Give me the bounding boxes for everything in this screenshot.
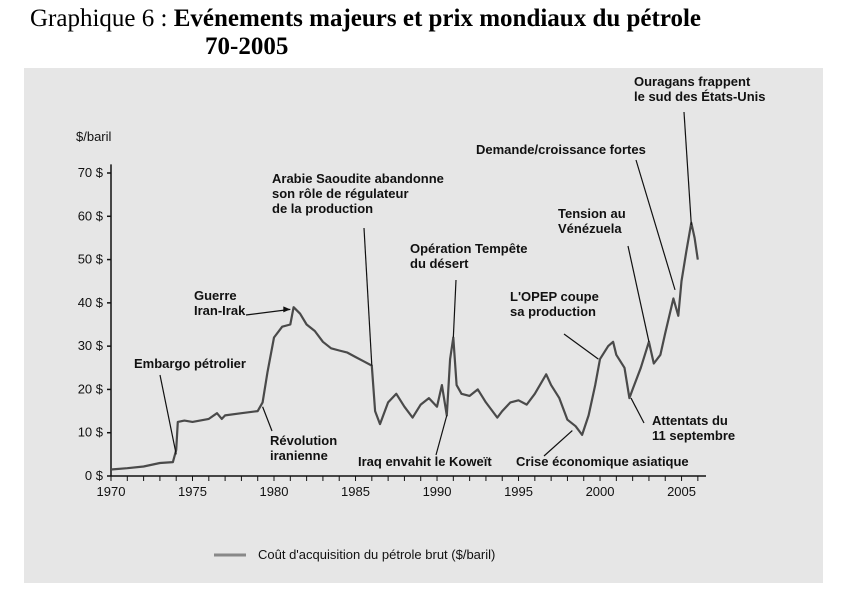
annotation-line: le sud des États-Unis (634, 89, 765, 104)
annotation-label: Crise économique asiatique (516, 454, 689, 469)
annotation-line: Arabie Saoudite abandonne (272, 171, 444, 186)
figure-caption: Graphique 6 : Evénements majeurs et prix… (30, 5, 830, 59)
annotation-label: Iraq envahit le Koweït (358, 454, 492, 469)
annotation-line: Demande/croissance fortes (476, 142, 646, 157)
annotation-line: Opération Tempête (410, 241, 528, 256)
oil-price-chart: $/baril 0 $ 10 $ 20 $ 30 $ 40 $ 50 $ 60 $ 70 $ 19… (76, 74, 765, 562)
x-tick-label: 1990 (423, 484, 452, 499)
annotation-line: Embargo pétrolier (134, 356, 246, 371)
annotation-line: son rôle de régulateur (272, 186, 409, 201)
annotation-arrow (543, 430, 573, 457)
annotation-arrow (452, 279, 457, 338)
annotation-arrow (363, 227, 373, 366)
x-tick-label: 2000 (586, 484, 615, 499)
y-tick-label: 20 $ (78, 381, 104, 396)
annotation-line: Iran-Irak (194, 303, 246, 318)
annotation-line: Crise économique asiatique (516, 454, 689, 469)
annotation-label: Guerre Iran-Irak (194, 288, 246, 318)
caption-prefix: Graphique 6 : (30, 5, 174, 32)
annotation-arrow (159, 374, 177, 455)
x-tick-label: 1975 (178, 484, 207, 499)
annotation-line: Ouragans frappent (634, 74, 751, 89)
annotation-line: Tension au (558, 206, 626, 221)
annotation-label: Embargo pétrolier (134, 356, 246, 371)
annotation-label: L'OPEP coupe sa production (510, 289, 599, 319)
annotation-arrow (635, 159, 676, 291)
annotation-label: Attentats du 11 septembre (652, 413, 735, 443)
annotation-arrow (262, 406, 273, 432)
annotation-line: de la production (272, 201, 373, 216)
annotation-line: Guerre (194, 288, 237, 303)
y-tick-label: 0 $ (85, 468, 104, 483)
annotation-line: iranienne (270, 448, 328, 463)
y-tick-label: 10 $ (78, 425, 104, 440)
annotation-line: Iraq envahit le Koweït (358, 454, 492, 469)
annotation-line: L'OPEP coupe (510, 289, 599, 304)
annotation-arrow (683, 111, 692, 225)
x-tick-label: 1980 (260, 484, 289, 499)
annotation-line: du désert (410, 256, 469, 271)
caption-title-line1: Evénements majeurs et prix mondiaux du p… (173, 5, 702, 32)
annotation-line: sa production (510, 304, 596, 319)
annotation-label: Ouragans frappent le sud des États-Unis (634, 74, 765, 104)
caption-title-line2: 70-2005 (205, 33, 289, 60)
y-tick-label: 30 $ (78, 338, 104, 353)
annotation-arrow (630, 397, 645, 424)
y-tick-label: 40 $ (78, 295, 104, 310)
annotation-label: Tension au Vénézuela (558, 206, 626, 236)
x-tick-label: 1995 (504, 484, 533, 499)
x-tick-label: 1985 (341, 484, 370, 499)
chart-panel: $/baril 0 $ 10 $ 20 $ 30 $ 40 $ 50 $ 60 $ 70 $ 19… (24, 68, 823, 583)
y-tick-label: 60 $ (78, 208, 104, 223)
annotation-arrow (627, 245, 650, 342)
y-tick-label: 70 $ (78, 165, 104, 180)
x-tick-label: 1970 (97, 484, 126, 499)
annotation-label: Opération Tempête du désert (410, 241, 528, 271)
annotation-arrow (563, 333, 599, 360)
annotation-label: Demande/croissance fortes (476, 142, 646, 157)
annotation-arrow (435, 415, 448, 456)
annotation-label: Révolution iranienne (270, 433, 337, 463)
annotation-arrowhead (283, 306, 291, 313)
annotation-line: Vénézuela (558, 221, 622, 236)
annotation-arrow (245, 308, 291, 316)
annotation-line: 11 septembre (652, 428, 735, 443)
y-axis-label: $/baril (76, 129, 112, 144)
annotation-label: Arabie Saoudite abandonne son rôle de rég… (272, 171, 444, 216)
legend-label: Coût d'acquisition du pétrole brut ($/ba… (258, 547, 495, 562)
price-series-line (110, 221, 699, 471)
x-tick-label: 2005 (667, 484, 696, 499)
annotation-line: Révolution (270, 433, 337, 448)
annotation-line: Attentats du (652, 413, 728, 428)
y-tick-label: 50 $ (78, 252, 104, 267)
